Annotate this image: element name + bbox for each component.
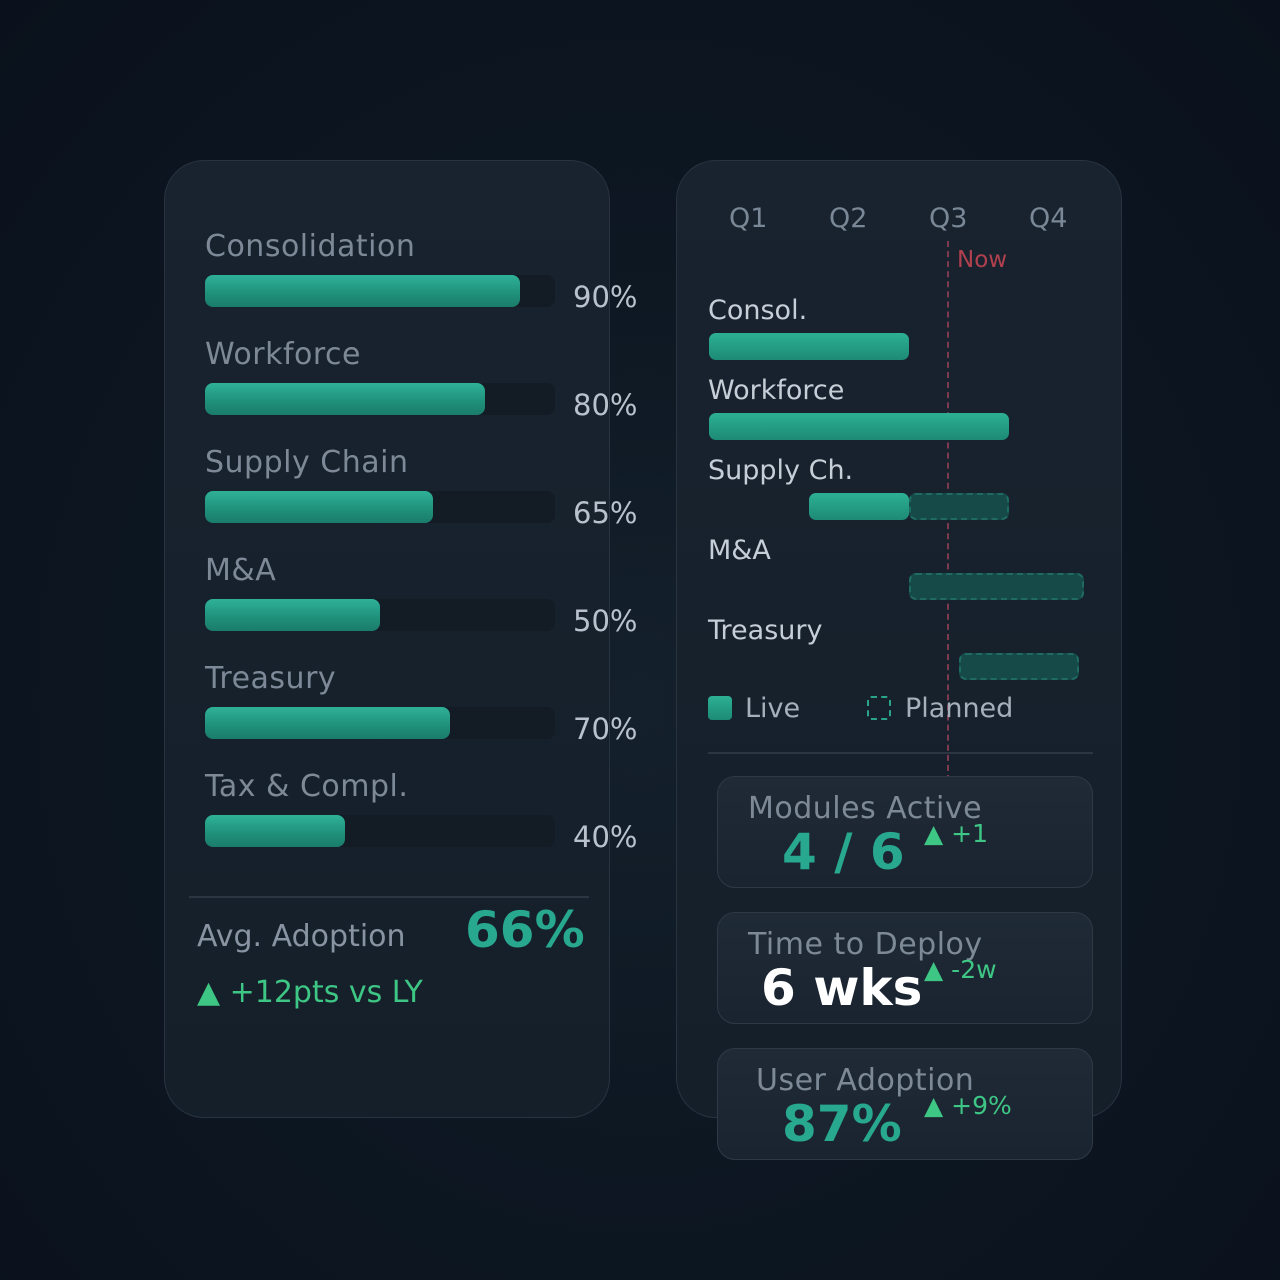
adoption-bar	[205, 275, 520, 307]
legend-live-label: Live	[745, 693, 801, 724]
adoption-bar	[205, 599, 380, 631]
roadmap-planned-bar	[909, 493, 1009, 520]
kpi-delta: ▲ -2w	[924, 955, 997, 984]
kpi-card-time-to-deploy: Time to Deploy 6 wks ▲ -2w	[717, 912, 1093, 1024]
legend-planned-swatch	[867, 696, 891, 720]
bar-track	[205, 815, 555, 847]
kpi-value: 4 / 6	[782, 823, 905, 881]
bar-track	[205, 599, 555, 631]
kpi-value: 87%	[782, 1095, 902, 1153]
kpi-label: Time to Deploy	[748, 927, 983, 962]
roadmap-panel: Q1 Q2 Q3 Q4 Now Consol. Workforce Supply Ch. M…	[676, 160, 1122, 1160]
bar-value-label: 80%	[573, 388, 638, 422]
quarter-label: Q4	[1029, 203, 1068, 234]
bar-category-label: Supply Chain	[205, 445, 409, 480]
quarter-label: Q3	[929, 203, 968, 234]
kpi-value: 6 wks	[761, 959, 923, 1017]
quarter-label: Q1	[729, 203, 768, 234]
roadmap-planned-bar	[909, 573, 1084, 600]
roadmap-row-label: Treasury	[708, 615, 823, 646]
adoption-bar	[205, 491, 433, 523]
avg-adoption-trend: ▲ +12pts vs LY	[197, 975, 423, 1010]
bar-track	[205, 707, 555, 739]
bar-value-label: 40%	[573, 820, 638, 854]
kpi-label: Modules Active	[748, 791, 983, 826]
roadmap-live-bar	[809, 493, 909, 520]
bar-category-label: Treasury	[205, 661, 337, 696]
roadmap-planned-bar	[959, 653, 1079, 680]
bar-value-label: 70%	[573, 712, 638, 746]
adoption-bar	[205, 383, 485, 415]
summary-divider	[189, 896, 589, 898]
legend-planned-label: Planned	[905, 693, 1014, 724]
now-marker-label: Now	[957, 247, 1008, 273]
adoption-bar	[205, 707, 450, 739]
bar-category-label: Workforce	[205, 337, 362, 372]
bar-track	[205, 275, 555, 307]
bar-value-label: 90%	[573, 280, 638, 314]
adoption-bar	[205, 815, 345, 847]
bar-category-label: Tax & Compl.	[205, 769, 409, 804]
bar-track	[205, 491, 555, 523]
kpi-divider	[708, 752, 1093, 754]
roadmap-live-bar	[709, 333, 909, 360]
kpi-label: User Adoption	[756, 1063, 975, 1098]
adoption-panel: Consolidation 90% Workforce 80% Supply Chain…	[164, 160, 637, 1118]
bar-value-label: 50%	[573, 604, 638, 638]
kpi-delta: ▲ +1	[924, 819, 989, 848]
roadmap-row-label: Workforce	[708, 375, 845, 406]
roadmap-live-bar	[709, 413, 1009, 440]
avg-adoption-value: 66%	[465, 901, 585, 959]
bar-track	[205, 383, 555, 415]
bar-category-label: M&A	[205, 553, 277, 588]
avg-adoption-label: Avg. Adoption	[197, 919, 406, 954]
legend-live-swatch	[708, 696, 732, 720]
bar-category-label: Consolidation	[205, 229, 416, 264]
kpi-card-user-adoption: User Adoption 87% ▲ +9%	[717, 1048, 1093, 1160]
kpi-delta: ▲ +9%	[924, 1091, 1012, 1120]
bar-value-label: 65%	[573, 496, 638, 530]
quarter-label: Q2	[829, 203, 868, 234]
roadmap-row-label: Supply Ch.	[708, 455, 854, 486]
roadmap-row-label: M&A	[708, 535, 771, 566]
roadmap-row-label: Consol.	[708, 295, 808, 326]
kpi-card-modules-active: Modules Active 4 / 6 ▲ +1	[717, 776, 1093, 888]
